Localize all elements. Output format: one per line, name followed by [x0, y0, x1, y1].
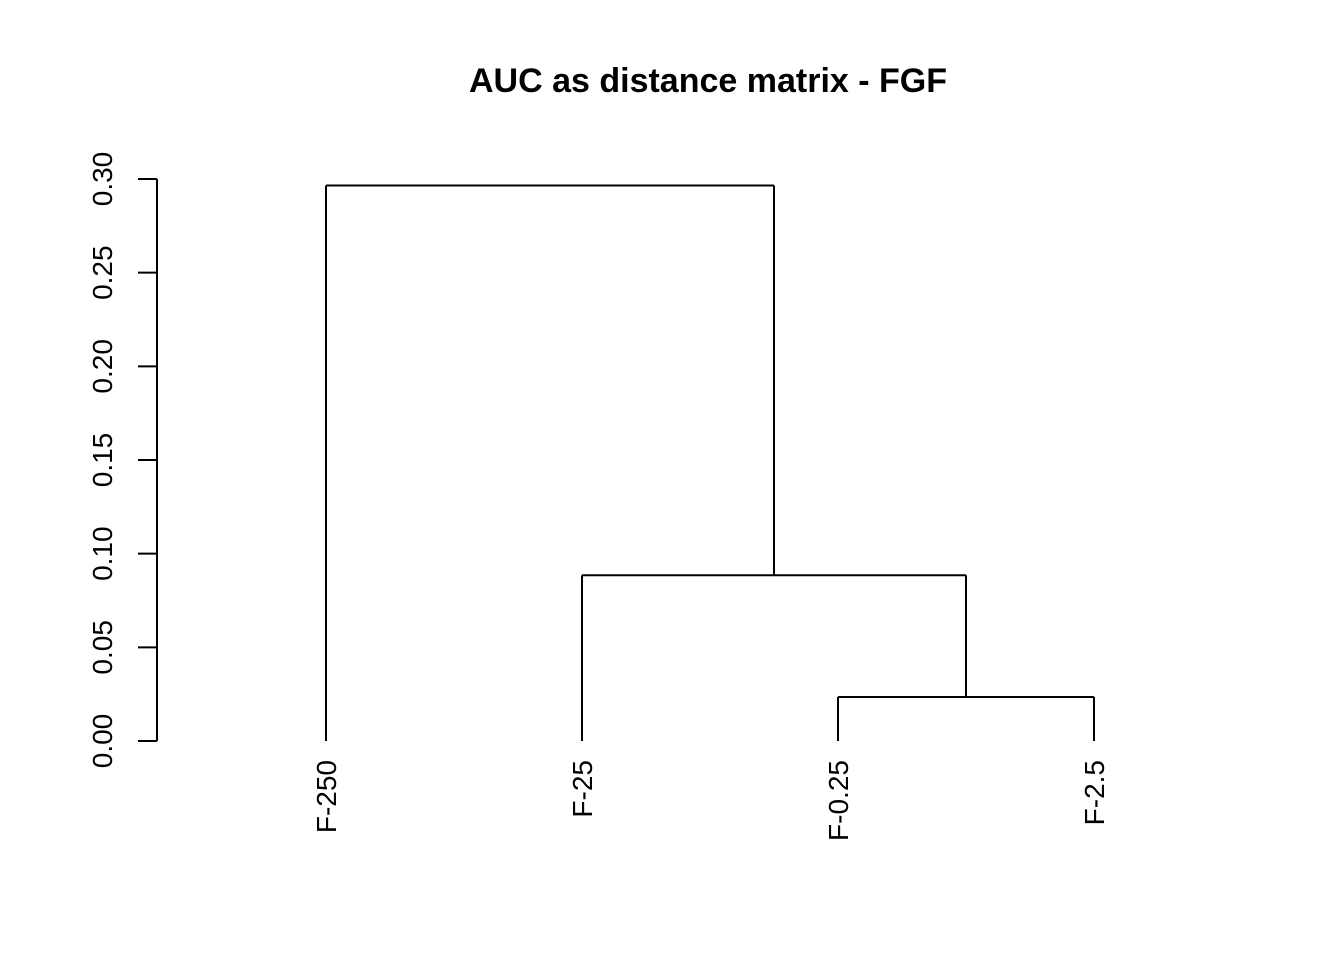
y-tick-label: 0.05 — [87, 620, 118, 675]
leaf-label: F-25 — [567, 760, 598, 818]
y-tick-label: 0.30 — [87, 152, 118, 207]
leaf-label: F-0.25 — [823, 760, 854, 841]
leaf-label: F-250 — [311, 760, 342, 833]
y-tick-label: 0.25 — [87, 245, 118, 300]
dendrogram-branches — [325, 184, 1095, 741]
y-tick-label: 0.00 — [87, 714, 118, 769]
y-tick-label: 0.20 — [87, 339, 118, 394]
chart-title: AUC as distance matrix - FGF — [469, 62, 947, 100]
y-tick-label: 0.10 — [87, 526, 118, 581]
y-tick-label: 0.15 — [87, 433, 118, 488]
leaf-label: F-2.5 — [1079, 760, 1110, 825]
y-axis: 0.00 0.05 0.10 0.15 0.20 0.25 0.30 — [87, 152, 158, 769]
leaf-labels: F-250 F-25 F-0.25 F-2.5 — [311, 760, 1110, 841]
